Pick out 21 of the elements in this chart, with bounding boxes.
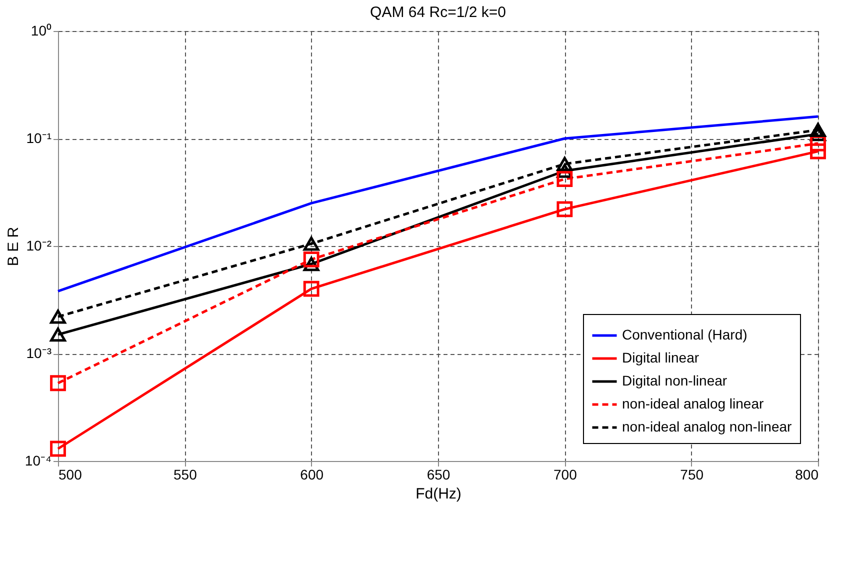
legend-label: Digital non-linear [622, 372, 728, 388]
x-tick-label: 800 [795, 466, 819, 482]
x-axis-title: Fd(Hz) [416, 486, 462, 502]
x-tick-label: 550 [173, 466, 198, 482]
y-tick-label: 10⁰ [30, 22, 52, 38]
x-tick-label: 750 [680, 466, 704, 482]
chart-title: QAM 64 Rc=1/2 k=0 [370, 4, 506, 21]
x-tick-label: 500 [58, 466, 82, 482]
x-tick-label: 700 [553, 466, 578, 482]
y-tick-label: 10⁻² [26, 238, 52, 254]
y-tick-label: 10⁻³ [26, 345, 52, 361]
legend-label: Digital linear [622, 350, 700, 366]
legend-label: non-ideal analog linear [622, 396, 764, 412]
line-series [56, 115, 820, 292]
legend-label: Conventional (Hard) [622, 326, 748, 342]
y-tick-label: 10⁻⁴ [24, 452, 52, 468]
x-tick-label: 600 [300, 466, 324, 482]
x-tick-label: 650 [426, 466, 450, 482]
y-tick-label: 10⁻¹ [26, 130, 52, 146]
legend-label: non-ideal analog non-linear [622, 418, 792, 434]
y-axis-title: B E R [4, 226, 22, 266]
